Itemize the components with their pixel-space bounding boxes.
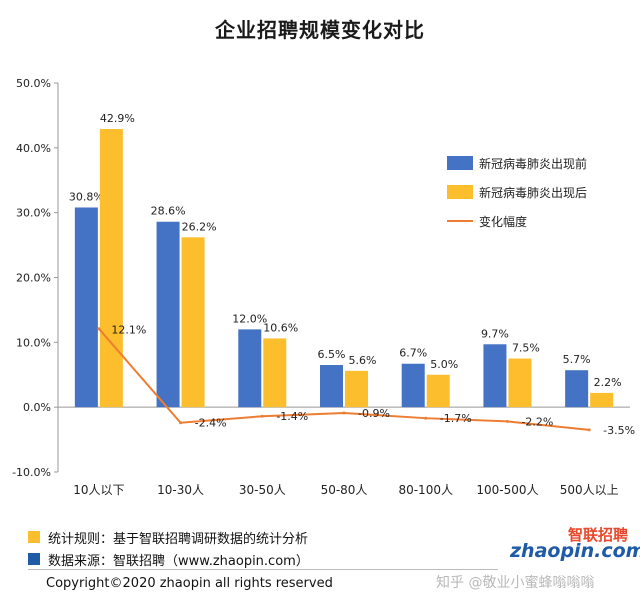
data-source-text: 数据来源：智联招聘（www.zhaopin.com） <box>48 553 309 569</box>
change-label: -1.7% <box>440 412 472 425</box>
legend-label: 变化幅度 <box>479 214 527 229</box>
change-point <box>97 327 101 331</box>
change-point <box>342 411 346 415</box>
bar-before <box>238 329 262 408</box>
change-label: -2.2% <box>521 415 553 428</box>
bar-after-label: 7.5% <box>512 342 540 355</box>
legend-swatch <box>447 156 473 170</box>
bar-after <box>263 338 287 408</box>
change-label: -1.4% <box>276 410 308 423</box>
bar-after <box>426 374 450 408</box>
bar-before <box>320 365 343 408</box>
bar-before-label: 6.7% <box>399 347 427 360</box>
legend-label: 新冠病毒肺炎出现前 <box>479 156 587 171</box>
x-tick-label: 10-30人 <box>157 483 204 497</box>
y-tick-label: 10.0% <box>16 336 51 349</box>
change-label: -0.9% <box>358 407 390 420</box>
bar-before <box>74 207 98 408</box>
bar-before-label: 6.5% <box>318 348 346 361</box>
change-point <box>505 419 509 423</box>
logo-chinese: 智联招聘 <box>567 526 628 544</box>
bar-before <box>401 363 425 408</box>
bar-before <box>483 344 507 408</box>
bar-after <box>508 358 532 408</box>
bar-after-label: 10.6% <box>263 321 298 334</box>
bar-after-label: 26.2% <box>182 220 217 233</box>
watermark-text: 知乎 @敬业小蜜蜂嗡嗡嗡 <box>436 575 595 591</box>
copyright-text: Copyright©2020 zhaopin all rights reserv… <box>46 576 333 591</box>
change-point <box>587 428 591 432</box>
bar-before <box>156 221 180 408</box>
chart-title: 企业招聘规模变化对比 <box>215 18 425 42</box>
x-tick-label: 10人以下 <box>73 483 124 497</box>
bar-after-label: 42.9% <box>100 112 135 125</box>
legend-label: 新冠病毒肺炎出现后 <box>479 185 587 200</box>
bar-after <box>590 392 614 408</box>
bar-before-label: 30.8% <box>69 190 104 203</box>
footnote-data-source: 数据来源：智联招聘（www.zhaopin.com） <box>28 548 309 570</box>
zhaopin-logo: 智联招聘 zhaopin.com <box>488 524 640 564</box>
change-point <box>260 414 264 418</box>
footnotes: 统计规则：基于智联招聘调研数据的统计分析 数据来源：智联招聘（www.zhaop… <box>28 526 309 570</box>
change-label: -2.4% <box>195 417 227 430</box>
y-tick-label: 30.0% <box>16 207 51 220</box>
bar-after-label: 2.2% <box>594 376 622 389</box>
change-point <box>179 421 183 425</box>
y-tick-label: 0.0% <box>23 401 51 414</box>
change-point <box>424 416 428 420</box>
bar-before-label: 28.6% <box>151 205 186 218</box>
y-tick-label: 20.0% <box>16 272 51 285</box>
bar-before-label: 5.7% <box>563 353 591 366</box>
x-tick-label: 500人以上 <box>560 483 619 497</box>
x-tick-label: 100-500人 <box>476 483 538 497</box>
logo-english: zhaopin.com <box>510 540 640 562</box>
stat-rule-marker <box>28 531 40 543</box>
footnote-stat-rule: 统计规则：基于智联招聘调研数据的统计分析 <box>28 526 309 548</box>
change-label: 12.1% <box>111 324 146 337</box>
x-tick-label: 30-50人 <box>239 483 286 497</box>
y-tick-label: 50.0% <box>16 77 51 90</box>
bar-after <box>181 237 205 408</box>
stat-rule-text: 统计规则：基于智联招聘调研数据的统计分析 <box>48 531 309 547</box>
bar-before-label: 12.0% <box>232 312 267 325</box>
bar-after-label: 5.0% <box>430 358 458 371</box>
bar-after <box>345 370 368 408</box>
change-label: -3.5% <box>603 424 635 437</box>
chart-plot: 50.0% 40.0% 30.0% 20.0% 10.0% 0.0% -10.0% 10人以下… <box>12 77 635 497</box>
bar-before <box>565 370 589 408</box>
bar-after-label: 5.6% <box>349 354 377 367</box>
legend-swatch <box>447 185 473 199</box>
y-tick-label: 40.0% <box>16 142 51 155</box>
y-tick-label: -10.0% <box>12 466 51 479</box>
x-tick-label: 80-100人 <box>398 483 453 497</box>
data-source-marker <box>28 553 40 565</box>
footer-divider <box>28 569 498 570</box>
bar-after <box>99 129 123 408</box>
bar-before-label: 9.7% <box>481 327 509 340</box>
x-tick-label: 50-80人 <box>321 483 368 497</box>
